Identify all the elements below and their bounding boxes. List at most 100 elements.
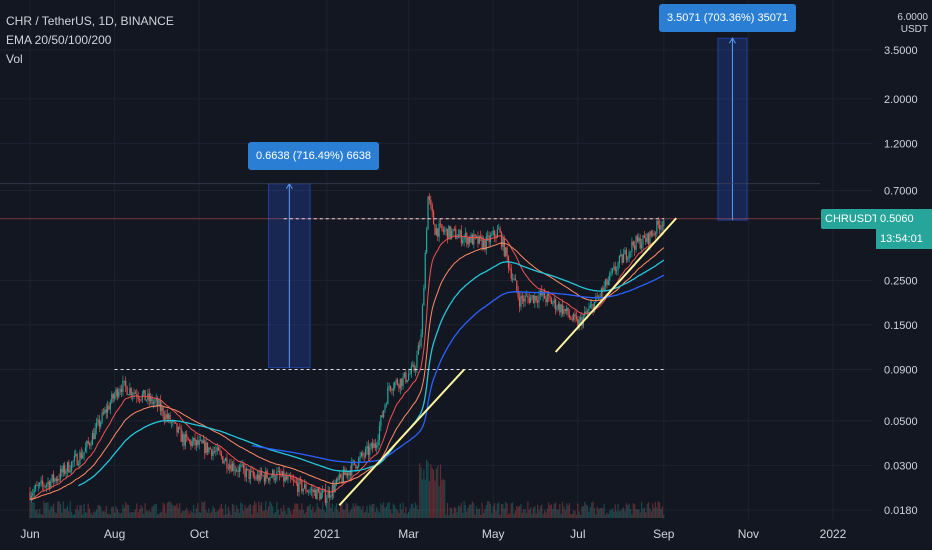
volume-bar [636, 509, 639, 518]
candle-body [445, 228, 447, 231]
volume-bar [337, 509, 339, 518]
volume-bar [294, 503, 296, 518]
volume-bar [359, 506, 361, 518]
price-tick-label: 0.1500 [884, 320, 918, 332]
candle-body [331, 484, 333, 497]
candle-body [113, 394, 116, 399]
volume-bar [546, 508, 548, 518]
candle-body [116, 389, 118, 397]
volume-bar [586, 505, 589, 518]
volume-bar [291, 514, 293, 518]
volume-bar [620, 510, 622, 518]
volume-bar [107, 513, 109, 518]
candle-body [240, 465, 242, 467]
volume-bar [437, 465, 439, 518]
volume-bar [591, 502, 593, 518]
candle-body [439, 223, 442, 225]
volume-bar [577, 503, 579, 518]
candle-body [108, 405, 110, 410]
volume-bar [377, 510, 379, 518]
candle-body [287, 476, 289, 480]
volume-bar [284, 511, 286, 518]
volume-bar [118, 512, 120, 518]
candle-body [238, 466, 241, 472]
measure-arrowhead-2 [729, 37, 736, 44]
candle-body [485, 236, 487, 250]
price-axis[interactable]: 0.0180 0.0300 0.0500 0.0900 0.1500 0.2500 0.70… [876, 0, 932, 520]
candle-body [80, 452, 82, 459]
volume-bar [208, 508, 210, 518]
candle-body [481, 237, 483, 249]
volume-bar [567, 505, 569, 518]
volume-bar [86, 512, 88, 518]
candle-body [513, 278, 515, 280]
candle-body [603, 286, 605, 292]
candle-body [525, 295, 528, 297]
candle-body [661, 225, 664, 227]
volume-bar [93, 511, 95, 518]
candle-body [234, 470, 236, 472]
volume-bar [165, 513, 167, 518]
candle-body [111, 393, 113, 403]
volume-bar [643, 507, 645, 518]
trend-line[interactable] [338, 368, 465, 506]
time-tick-label: Aug [104, 527, 125, 541]
volume-bar [555, 502, 557, 518]
candle-body [652, 234, 654, 236]
candle-body [37, 485, 39, 487]
volume-bar [632, 503, 634, 518]
candle-body [389, 386, 392, 390]
candle-body [432, 211, 435, 225]
candle-body [294, 480, 296, 482]
candle-body [132, 394, 134, 396]
candle-body [561, 304, 564, 314]
legend-symbol[interactable]: CHR / TetherUS, 1D, BINANCE [6, 14, 174, 28]
candle-body [33, 489, 35, 494]
volume-bar [408, 512, 410, 518]
candle-body [356, 466, 358, 469]
volume-bar [238, 512, 241, 518]
candle-body [378, 426, 381, 440]
candle-body [528, 297, 530, 303]
candle-body [548, 294, 550, 296]
candle-body [71, 461, 73, 471]
candle-body [41, 480, 44, 485]
volume-bar [209, 513, 211, 518]
volume-bar [403, 512, 406, 518]
volume-bar [327, 501, 329, 518]
volume-bar [395, 508, 397, 518]
volume-bar [138, 509, 141, 518]
candle-body [295, 481, 297, 484]
volume-bar [383, 502, 385, 518]
volume-bar [434, 480, 436, 518]
volume-bar [113, 512, 116, 518]
candle-body [496, 229, 498, 238]
volume-bar [568, 503, 571, 518]
volume-bar [550, 504, 553, 518]
candle-body [333, 484, 335, 492]
candle-body [589, 305, 591, 308]
volume-bar [73, 514, 75, 518]
time-axis[interactable]: Jun Aug Oct 2021 Mar May Jul Sep Nov 2022 [0, 520, 932, 550]
volume-bar [50, 505, 52, 518]
volume-bar [152, 505, 155, 518]
volume-bar [484, 509, 486, 518]
legend-ema[interactable]: EMA 20/50/100/200 [6, 33, 112, 47]
volume-bars [29, 459, 665, 518]
candle-body [220, 452, 222, 457]
measure-label-2[interactable]: 3.5071 (703.36%) 35071 [659, 4, 797, 32]
volume-bar [578, 511, 580, 518]
legend-vol[interactable]: Vol [6, 52, 23, 66]
volume-bar [32, 502, 34, 518]
measure-label-1[interactable]: 0.6638 (716.49%) 6638 [248, 142, 379, 170]
candle-body [237, 470, 239, 472]
chart-legend: CHR / TetherUS, 1D, BINANCE EMA 20/50/10… [6, 12, 174, 69]
volume-bar [388, 501, 390, 518]
candle-body [304, 484, 306, 489]
candle-body [213, 451, 216, 452]
volume-bar [341, 501, 343, 518]
trend-line[interactable] [554, 217, 678, 353]
candle-body [463, 237, 465, 241]
candle-body [627, 258, 629, 260]
